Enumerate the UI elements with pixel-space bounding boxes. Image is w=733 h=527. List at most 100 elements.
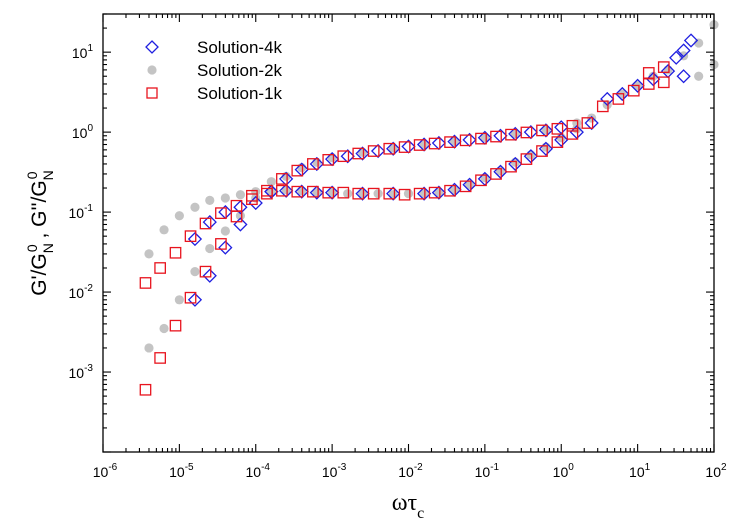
solution-2k-point [510, 157, 520, 167]
solution-1k-point [230, 210, 243, 223]
solution-2k-point [144, 249, 154, 259]
solution-2k-point [434, 188, 444, 198]
solution-1k-point [367, 187, 380, 200]
solution-1k-point [184, 291, 197, 304]
x-axis-title: ωτc [392, 490, 425, 522]
solution-4k-point [294, 184, 309, 199]
solution-1k-point [444, 136, 456, 148]
solution-1k-point [459, 134, 472, 147]
x-tick-label: 10-2 [398, 462, 423, 480]
data-points-layer [139, 20, 719, 396]
solution-1k-point [642, 78, 655, 90]
solution-1k-point [413, 187, 426, 200]
solution-4k-point [584, 115, 599, 131]
solution-4k-point [676, 43, 691, 58]
solution-4k-point [340, 149, 355, 164]
solution-1k-point [444, 184, 456, 197]
solution-1k-point [352, 187, 365, 200]
legend-swatch [145, 40, 159, 54]
solution-1k-point [490, 130, 502, 143]
x-tick-label: 10-4 [246, 462, 271, 480]
solution-1k-point [276, 184, 288, 197]
solution-2k-point [251, 193, 261, 203]
solution-2k-point [205, 243, 215, 254]
solution-1k-point [428, 137, 441, 150]
solution-4k-point [683, 33, 699, 48]
solution-2k-point [144, 343, 154, 353]
solution-4k-point [202, 268, 217, 283]
solution-1k-point [139, 277, 152, 289]
solution-1k-point [169, 246, 182, 259]
solution-1k-point [459, 180, 472, 193]
solution-1k-point [657, 61, 670, 73]
solution-1k-point [215, 238, 227, 250]
solution-2k-point [694, 71, 704, 81]
solution-1k-point [536, 124, 548, 137]
solution-4k-point [264, 184, 279, 199]
tick-labels-layer: 10-6 10-5 10-4 10-3 10-2 10-1 100 101 102 10-3 10-… [69, 43, 727, 480]
solution-2k-point [220, 193, 230, 203]
x-tick-label: 101 [629, 462, 651, 480]
solution-4k-point [431, 185, 447, 200]
solution-1k-point [596, 100, 609, 113]
solution-4k-point [233, 217, 248, 232]
solution-4k-point [386, 141, 401, 156]
x-tick-label: 10-3 [322, 462, 347, 480]
y-tick-label: 10-2 [69, 283, 94, 301]
solution-2k-point [403, 189, 414, 199]
legend-swatch [147, 65, 157, 75]
solution-4k-point [554, 132, 569, 147]
solution-1k-point [536, 145, 548, 157]
solution-2k-point [663, 65, 673, 75]
solution-2k-point [266, 177, 276, 187]
solution-2k-point [343, 189, 353, 199]
x-tick-label: 100 [553, 462, 575, 480]
solution-1k-point [307, 158, 319, 170]
y-tick-label: 101 [72, 43, 94, 61]
solution-2k-point [220, 226, 230, 236]
solution-1k-point [642, 67, 655, 79]
legend-label: Solution-4k [197, 38, 283, 57]
solution-2k-point [449, 185, 460, 195]
x-tick-label: 10-6 [93, 462, 118, 480]
solution-1k-point [184, 230, 197, 243]
solution-1k-point [383, 187, 396, 200]
solution-1k-point [475, 132, 487, 145]
solution-1k-point [215, 207, 227, 220]
solution-4k-point [554, 120, 569, 135]
solution-4k-point [355, 146, 370, 161]
legend-swatch [146, 87, 158, 99]
solution-4k-point [523, 125, 538, 140]
solution-2k-point [235, 211, 246, 221]
solution-4k-point [676, 69, 691, 84]
solution-2k-point [251, 187, 261, 197]
solution-1k-point [398, 141, 411, 153]
solution-2k-point [312, 188, 322, 198]
solution-4k-point [218, 240, 233, 255]
solution-4k-point [355, 186, 370, 201]
solution-1k-point [199, 217, 212, 230]
solution-4k-point [279, 183, 294, 198]
solution-4k-point [370, 143, 386, 159]
solution-1k-point [413, 139, 426, 151]
solution-1k-point [551, 122, 564, 135]
solution-2k-point [373, 189, 383, 199]
solution-2k-point [159, 323, 169, 334]
axis-ticks-layer [102, 13, 715, 453]
solution-1k-point [261, 184, 273, 197]
x-tick-label: 10-5 [169, 462, 194, 480]
solution-1k-point [246, 189, 258, 202]
solution-1k-point [169, 319, 182, 332]
solution-1k-point [154, 352, 166, 364]
solution-4k-point [309, 156, 324, 172]
solution-2k-point [449, 136, 460, 146]
solution-2k-point [464, 180, 475, 190]
solution-4k-point [187, 231, 203, 247]
solution-1k-point [612, 93, 625, 105]
solution-4k-point [187, 292, 203, 307]
solution-2k-point [174, 211, 184, 221]
solution-1k-point [551, 136, 564, 148]
solution-1k-point [154, 262, 166, 274]
solution-1k-point [566, 128, 579, 140]
